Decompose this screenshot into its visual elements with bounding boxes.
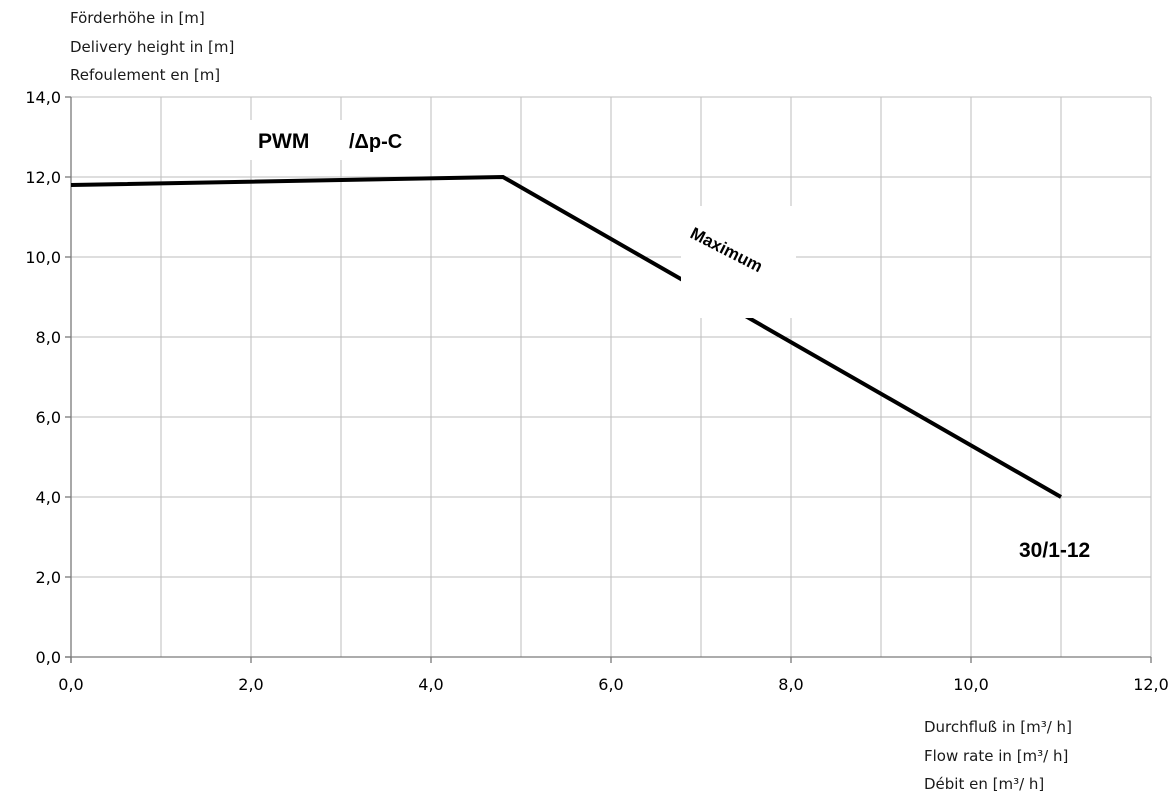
x-axis-label-line-1: Durchfluß in [m³/ h]: [924, 718, 1072, 736]
y-axis-label-line-3: Refoulement en [m]: [70, 66, 220, 84]
x-axis-label-line-2: Flow rate in [m³/ h]: [924, 747, 1068, 765]
x-tick-label: 6,0: [598, 675, 623, 694]
y-axis-label-line-1: Förderhöhe in [m]: [70, 9, 205, 27]
axes: [65, 96, 1152, 663]
x-tick-labels: 0,0 2,0 4,0 6,0 8,0 10,0 12,0: [58, 675, 1169, 694]
x-tick-label: 10,0: [953, 675, 989, 694]
x-tick-label: 0,0: [58, 675, 83, 694]
x-tick-label: 8,0: [778, 675, 803, 694]
annotation-pwm: PWM: [258, 130, 309, 153]
annotation-maximum-background: [681, 206, 796, 318]
y-tick-label: 14,0: [25, 88, 61, 107]
x-tick-label: 12,0: [1133, 675, 1169, 694]
y-tick-label: 12,0: [25, 168, 61, 187]
y-tick-label: 0,0: [36, 648, 61, 667]
y-tick-label: 8,0: [36, 328, 61, 347]
y-tick-labels: 0,0 2,0 4,0 6,0 8,0 10,0 12,0 14,0: [25, 88, 61, 667]
y-tick-label: 2,0: [36, 568, 61, 587]
annotation-pwm-background: [250, 120, 430, 160]
x-tick-label: 2,0: [238, 675, 263, 694]
annotation-dp-c: /Δp-C: [349, 131, 402, 153]
y-tick-label: 6,0: [36, 408, 61, 427]
series-line-maximum: [70, 174, 1062, 499]
series-group: [70, 174, 1062, 499]
y-tick-label: 4,0: [36, 488, 61, 507]
x-axis-label-line-3: Débit en [m³/ h]: [924, 775, 1044, 793]
annotation-model: 30/1-12: [1019, 539, 1090, 562]
y-tick-label: 10,0: [25, 248, 61, 267]
y-axis-label-line-2: Delivery height in [m]: [70, 38, 234, 56]
x-tick-label: 4,0: [418, 675, 443, 694]
